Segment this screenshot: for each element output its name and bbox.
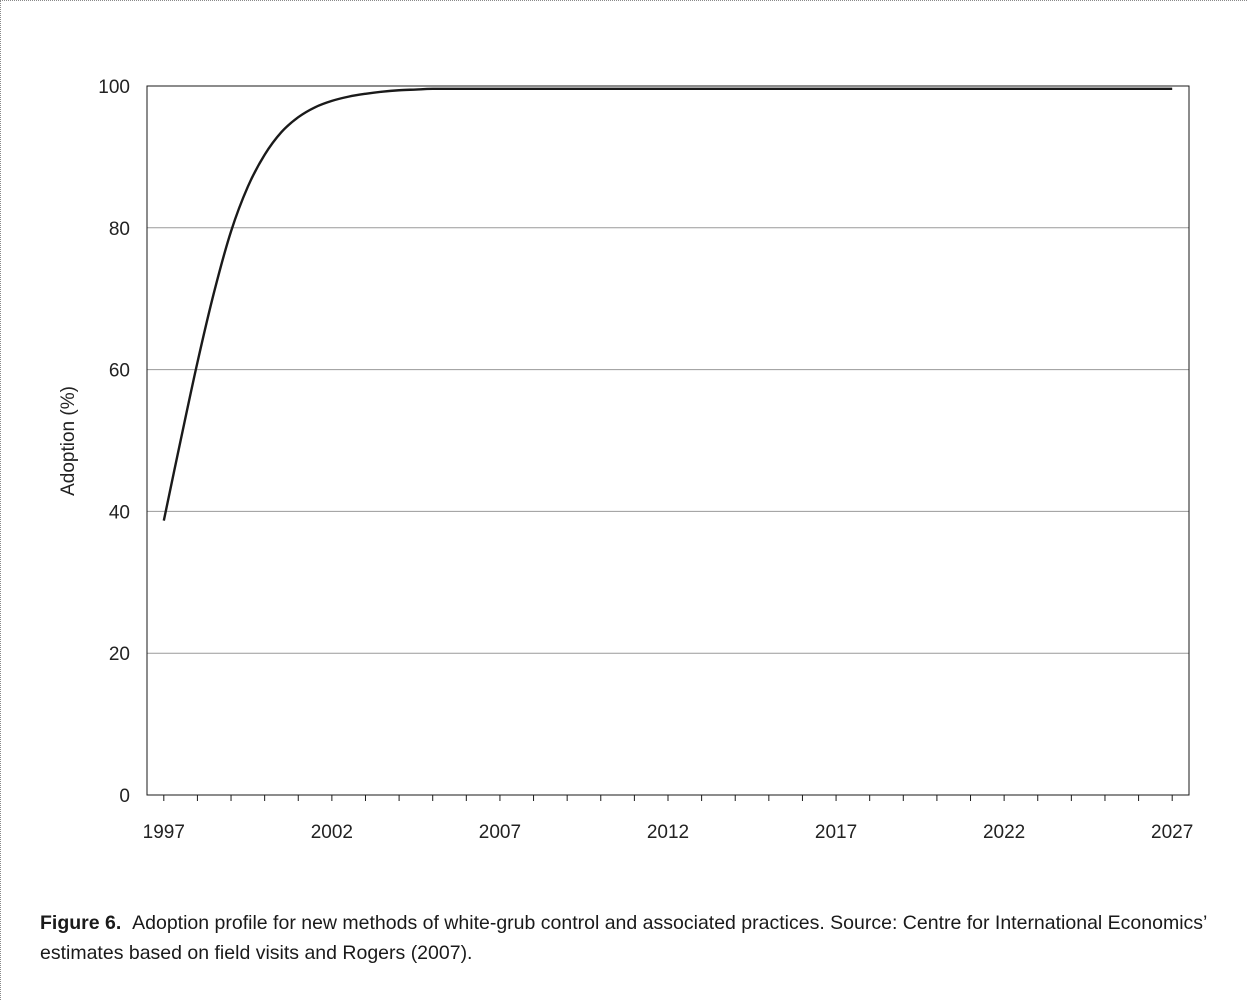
figure-label: Figure 6. <box>40 912 122 934</box>
y-tick-label-0: 0 <box>119 786 130 807</box>
series-line-0 <box>162 87 1173 521</box>
x-tick-label-2022: 2022 <box>983 822 1025 843</box>
y-tick-label-80: 80 <box>109 219 130 240</box>
y-tick-label-100: 100 <box>98 77 130 98</box>
x-tick-label-1997: 1997 <box>143 822 185 843</box>
y-axis-tick-labels: 0 20 40 60 80 100 <box>98 77 130 807</box>
grid-lines <box>147 227 1189 654</box>
x-tick-label-2012: 2012 <box>647 822 689 843</box>
adoption-line-chart: 0 20 40 60 80 100 1997 2002 2007 2012 2017 2022 202… <box>58 77 1194 843</box>
x-tick-label-2002: 2002 <box>311 822 353 843</box>
x-tick-label-2017: 2017 <box>815 822 857 843</box>
figure-caption: Figure 6. Adoption profile for new metho… <box>40 908 1220 968</box>
x-tick-label-2007: 2007 <box>479 822 521 843</box>
y-axis-label: Adoption (%) <box>58 386 79 496</box>
x-axis-ticks <box>163 795 1173 801</box>
caption-text: Adoption profile for new methods of whit… <box>40 912 1207 964</box>
x-tick-label-2027: 2027 <box>1151 822 1193 843</box>
x-axis-tick-labels: 1997 2002 2007 2012 2017 2022 2027 <box>143 822 1194 843</box>
y-tick-label-40: 40 <box>109 502 130 523</box>
y-tick-label-60: 60 <box>109 361 130 382</box>
y-tick-label-20: 20 <box>109 644 130 665</box>
series-lines <box>162 87 1173 521</box>
plot-area-border <box>146 85 1190 796</box>
